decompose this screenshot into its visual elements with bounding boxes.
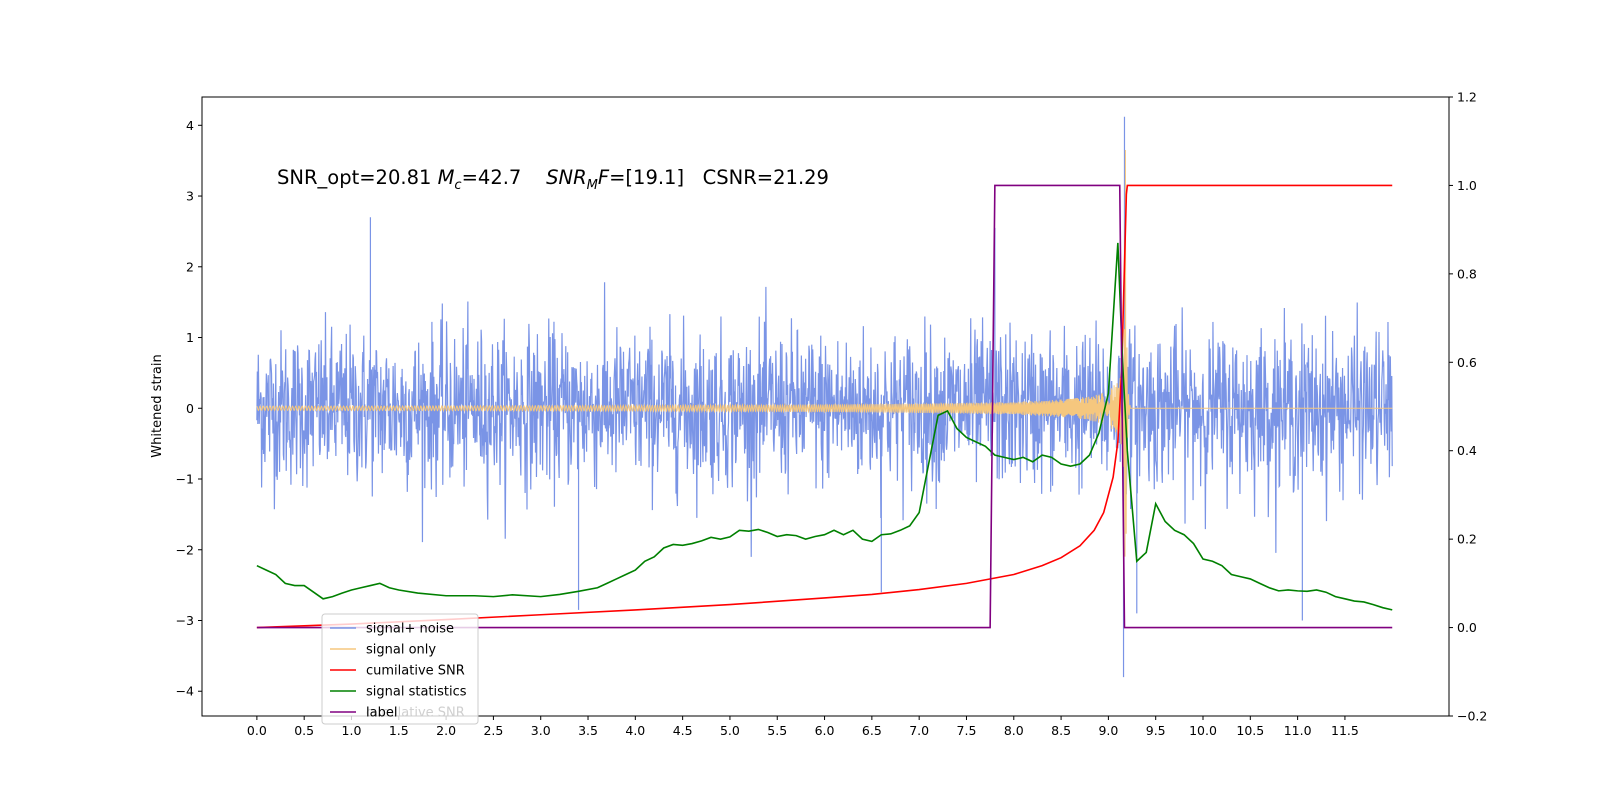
- y-right-tick-label: 1.0: [1457, 178, 1477, 193]
- x-tick-label: 0.0: [247, 723, 267, 738]
- x-tick-label: 4.5: [673, 723, 693, 738]
- legend-label-label: label: [366, 706, 397, 721]
- y-right-tick-label: 1.2: [1457, 90, 1477, 105]
- x-tick-label: 3.5: [578, 723, 598, 738]
- y-left-tick-label: −1: [176, 472, 194, 487]
- x-tick-label: 9.0: [1098, 723, 1118, 738]
- legend-label-cumilative-snr: cumilative SNR: [366, 664, 465, 679]
- plot-area: [256, 116, 1393, 678]
- x-tick-label: 6.5: [862, 723, 882, 738]
- x-tick-label: 11.0: [1284, 723, 1312, 738]
- plot-frame: [201, 96, 1450, 717]
- x-tick-label: 9.5: [1146, 723, 1166, 738]
- y-axis-left: 4 3 2 1 0 −1 −2 −3 −4: [176, 118, 202, 699]
- y-right-tick-label: −0.2: [1457, 709, 1487, 724]
- y-left-tick-label: 4: [186, 118, 194, 133]
- annotation-snr-subscript: M: [587, 178, 598, 193]
- x-tick-label: 10.5: [1236, 723, 1264, 738]
- series-label: [256, 184, 1393, 629]
- annotation-mc-subscript: c: [454, 178, 461, 193]
- legend-label-signal-only: signal only: [366, 643, 436, 658]
- y-right-tick-label: 0.2: [1457, 532, 1477, 547]
- y-right-tick-label: 0.6: [1457, 355, 1477, 370]
- x-tick-label: 8.5: [1051, 723, 1071, 738]
- y-left-tick-label: −3: [176, 613, 194, 628]
- y-left-tick-label: −2: [176, 542, 194, 557]
- x-tick-label: 5.0: [720, 723, 740, 738]
- y-right-tick-label: 0.4: [1457, 443, 1477, 458]
- x-tick-label: 6.0: [815, 723, 835, 738]
- legend-ghost-label: cumilative SNR: [366, 706, 465, 721]
- x-tick-label: 3.0: [531, 723, 551, 738]
- series-signal-statistics: [256, 242, 1393, 611]
- x-tick-label: 0.5: [294, 723, 314, 738]
- x-tick-label: 2.5: [483, 723, 503, 738]
- y-left-tick-label: 0: [186, 401, 194, 416]
- series-cumilative-snr: [256, 184, 1393, 629]
- y-axis-right: 1.2 1.0 0.8 0.6 0.4 0.2 0.0 −0.2: [1449, 90, 1487, 724]
- x-axis: 0.0 0.5 1.0 1.5 2.0 2.5 3.0 3.5 4.0 4.5 5.0 5.5 6.0 6…: [247, 716, 1359, 738]
- x-tick-label: 8.0: [1004, 723, 1024, 738]
- x-tick-label: 5.5: [767, 723, 787, 738]
- x-tick-label: 7.5: [957, 723, 977, 738]
- y-left-tick-label: 2: [186, 259, 194, 274]
- x-tick-label: 7.0: [909, 723, 929, 738]
- annotation-mc-value: =42.7: [462, 166, 547, 189]
- legend-box: [321, 613, 479, 725]
- x-tick-label: 11.5: [1331, 723, 1359, 738]
- x-tick-label: 1.5: [389, 723, 409, 738]
- annotation-text: SNR_opt=20.81 Mc=42.7 SNRMF=[19.1] CSNR=…: [277, 166, 829, 193]
- x-tick-label: 10.0: [1189, 723, 1217, 738]
- y-left-tick-label: 1: [186, 330, 194, 345]
- annotation-snr-value: =[19.1] CSNR=21.29: [609, 166, 829, 189]
- legend: cumilative SNR signal+ noise signal only cu…: [321, 613, 479, 725]
- x-tick-label: 2.0: [436, 723, 456, 738]
- legend-label-signal-noise: signal+ noise: [366, 622, 454, 637]
- annotation-snr-opt: SNR_opt=20.81: [277, 166, 438, 189]
- y-right-tick-label: 0.0: [1457, 620, 1477, 635]
- y-left-tick-label: 3: [186, 189, 194, 204]
- legend-label-signal-statistics: signal statistics: [366, 685, 467, 700]
- y-axis-left-label: Whitened strain: [150, 354, 165, 457]
- annotation-snr-f: F: [598, 166, 610, 189]
- annotation-mc-symbol: M: [438, 166, 455, 189]
- x-tick-label: 4.0: [625, 723, 645, 738]
- x-tick-label: 1.0: [342, 723, 362, 738]
- y-right-tick-label: 0.8: [1457, 266, 1477, 281]
- annotation-snr-symbol: SNR: [546, 166, 587, 189]
- series-signal-only: [256, 150, 1393, 557]
- y-left-tick-label: −4: [176, 684, 194, 699]
